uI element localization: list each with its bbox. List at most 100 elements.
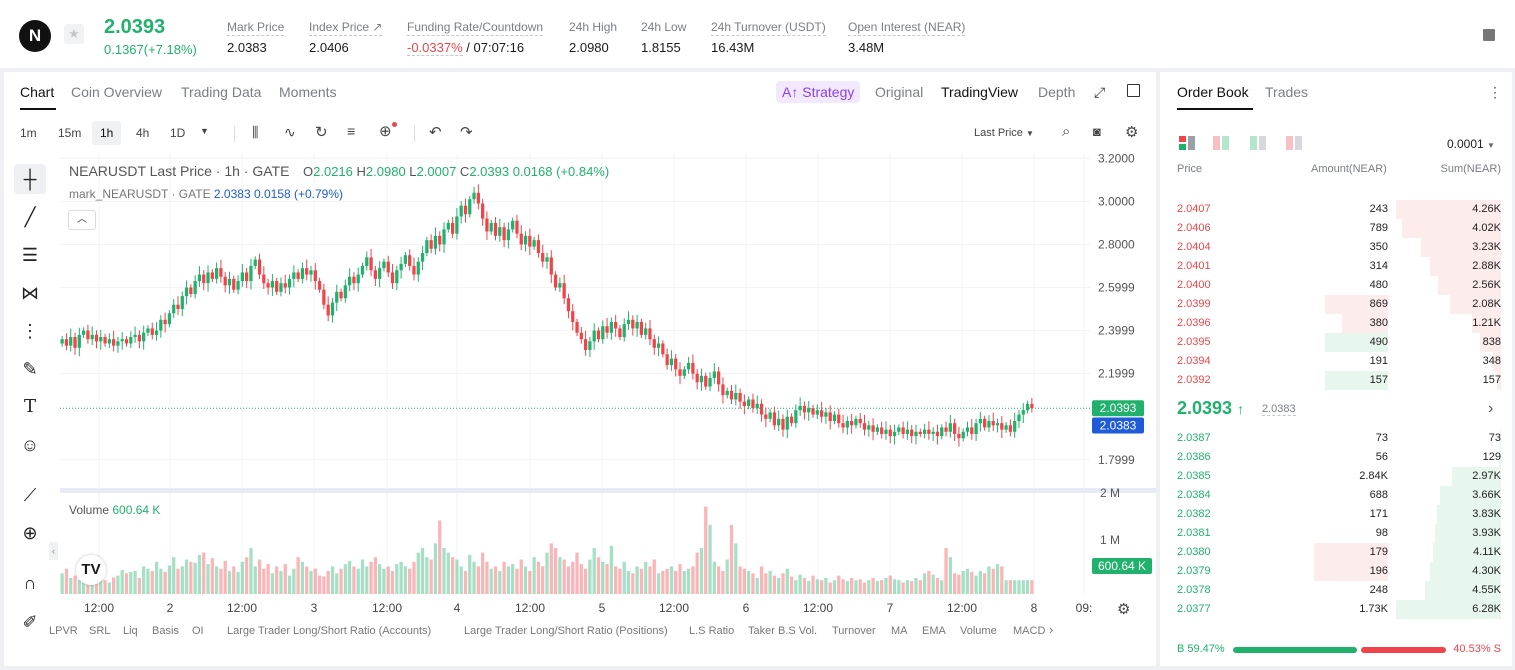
- fib-icon[interactable]: ☰: [21, 245, 39, 265]
- gear-icon[interactable]: ⚙: [1125, 124, 1139, 141]
- ask-row[interactable]: 2.0400 480 2.56K: [1160, 276, 1512, 295]
- redo-icon[interactable]: ↷: [460, 124, 473, 141]
- x-tick-label: 6: [743, 601, 750, 615]
- zoom-icon[interactable]: ⊕: [22, 523, 38, 543]
- add-alert-icon[interactable]: ⊕: [379, 122, 397, 140]
- camera-icon[interactable]: ◙: [1093, 124, 1101, 139]
- tab-trading-data[interactable]: Trading Data: [181, 84, 262, 100]
- bid-row[interactable]: 2.0378 248 4.55K: [1160, 581, 1512, 600]
- more-indicators-icon[interactable]: ›: [1049, 622, 1054, 637]
- book-icon[interactable]: [1483, 29, 1495, 41]
- interval-dropdown-icon[interactable]: ▼: [200, 126, 209, 136]
- magnet-icon[interactable]: ∩: [23, 573, 37, 593]
- indicator-lpvr[interactable]: LPVR: [49, 625, 78, 637]
- tab-trades[interactable]: Trades: [1265, 84, 1309, 100]
- bid-row[interactable]: 2.0379 196 4.30K: [1160, 562, 1512, 581]
- ask-row[interactable]: 2.0406 789 4.02K: [1160, 219, 1512, 238]
- bid-row[interactable]: 2.0387 73 73: [1160, 429, 1512, 448]
- pattern-icon[interactable]: ⋈: [21, 283, 39, 303]
- price-chart[interactable]: 3.2000 3.0000 2.8000 2.5999 2.3999 2.1999 1.79…: [4, 72, 1156, 666]
- ask-row[interactable]: 2.0407 243 4.26K: [1160, 200, 1512, 219]
- indicator-lt-positions[interactable]: Large Trader Long/Short Ratio (Positions…: [464, 625, 668, 637]
- replay-icon[interactable]: ↻: [315, 124, 328, 141]
- chart-settings-icon[interactable]: ⚙: [1117, 601, 1131, 618]
- indicator-basis[interactable]: Basis: [152, 625, 179, 637]
- indicator-oi[interactable]: OI: [192, 625, 204, 637]
- more-menu-icon[interactable]: ⋮: [1488, 84, 1502, 100]
- strategy-button[interactable]: A↑ Strategy: [776, 81, 861, 103]
- volume-bar: [978, 571, 982, 594]
- view-both-icon[interactable]: [1179, 136, 1195, 150]
- indicator-ls-ratio[interactable]: L.S Ratio: [689, 625, 735, 637]
- bid-row[interactable]: 2.0380 179 4.11K: [1160, 543, 1512, 562]
- candle-body: [275, 281, 279, 292]
- interval-1d[interactable]: 1D: [170, 126, 186, 140]
- indicator-ema[interactable]: EMA: [922, 625, 946, 637]
- emoji-icon[interactable]: ☺: [20, 435, 40, 455]
- candle-body: [922, 429, 927, 434]
- search-icon[interactable]: ⌕: [1062, 123, 1071, 140]
- tab-moments[interactable]: Moments: [279, 84, 337, 100]
- crosshair-icon[interactable]: ┼: [14, 164, 46, 194]
- indicator-macd[interactable]: MACD: [1013, 625, 1045, 637]
- chevron-right-icon[interactable]: ›: [1488, 400, 1494, 417]
- view-depth[interactable]: Depth: [1038, 84, 1076, 100]
- volume-bar: [442, 548, 446, 594]
- brush-icon[interactable]: ✎: [22, 359, 38, 379]
- ask-row[interactable]: 2.0404 350 3.23K: [1160, 238, 1512, 257]
- ask-row[interactable]: 2.0399 869 2.08K: [1160, 295, 1512, 314]
- window-icon[interactable]: [1127, 84, 1140, 97]
- candle-type-icon[interactable]: ⫼: [252, 124, 259, 140]
- view-original[interactable]: Original: [875, 84, 924, 100]
- indicator-turnover[interactable]: Turnover: [832, 625, 876, 637]
- indicator-liq[interactable]: Liq: [123, 625, 138, 637]
- indicator-taker-vol[interactable]: Taker B.S Vol.: [748, 625, 818, 637]
- pencil-icon[interactable]: ✐: [22, 612, 38, 632]
- bid-row[interactable]: 2.0384 688 3.66K: [1160, 486, 1512, 505]
- ask-row[interactable]: 2.0401 314 2.88K: [1160, 257, 1512, 276]
- ask-row[interactable]: 2.0396 380 1.21K: [1160, 314, 1512, 333]
- bid-row[interactable]: 2.0386 56 129: [1160, 448, 1512, 467]
- interval-4h[interactable]: 4h: [136, 126, 150, 140]
- interval-1m[interactable]: 1m: [20, 126, 37, 140]
- tab-order-book[interactable]: Order Book: [1177, 84, 1249, 100]
- bid-row[interactable]: 2.0377 1.73K 6.28K: [1160, 600, 1512, 619]
- interval-15m[interactable]: 15m: [58, 126, 82, 140]
- interval-1h[interactable]: 1h: [92, 121, 122, 145]
- ask-row[interactable]: 2.0395 490 838: [1160, 333, 1512, 352]
- indicators-icon[interactable]: ∿: [284, 124, 296, 140]
- undo-icon[interactable]: ↶: [429, 124, 442, 141]
- text-icon[interactable]: T: [23, 396, 36, 417]
- view-asks-icon[interactable]: [1286, 136, 1302, 150]
- ask-row[interactable]: 2.0394 191 348: [1160, 352, 1512, 371]
- view-bids-asks-icon[interactable]: [1213, 136, 1229, 150]
- tab-coin-overview[interactable]: Coin Overview: [71, 84, 163, 100]
- amount-bar: [1325, 295, 1388, 314]
- indicator-ma[interactable]: MA: [891, 625, 908, 637]
- indicator-volume[interactable]: Volume: [960, 625, 997, 637]
- indicator-lt-accounts[interactable]: Large Trader Long/Short Ratio (Accounts): [227, 625, 432, 637]
- volume-bar: [905, 580, 910, 594]
- ruler-icon[interactable]: ⟋: [23, 485, 37, 505]
- bid-row[interactable]: 2.0382 171 3.83K: [1160, 505, 1512, 524]
- volume-bar: [747, 571, 751, 594]
- bid-row[interactable]: 2.0381 98 3.93K: [1160, 524, 1512, 543]
- ask-row[interactable]: 2.0392 157 157: [1160, 371, 1512, 390]
- collapse-legend-button[interactable]: ︿: [68, 210, 96, 230]
- favorite-star-icon[interactable]: ★: [64, 24, 84, 44]
- candle-body: [309, 270, 313, 275]
- trendline-icon[interactable]: ╱: [24, 207, 36, 227]
- collapse-sidebar-icon[interactable]: ‹: [49, 542, 58, 560]
- bid-row[interactable]: 2.0385 2.84K 2.97K: [1160, 467, 1512, 486]
- template-icon[interactable]: ≡: [347, 123, 356, 139]
- precision-select[interactable]: 0.0001 ▼: [1447, 137, 1495, 151]
- tab-chart[interactable]: Chart: [20, 84, 55, 100]
- view-bids-icon[interactable]: [1250, 136, 1266, 150]
- projection-icon[interactable]: ⋮: [21, 321, 39, 341]
- expand-icon[interactable]: ⤢: [1094, 84, 1106, 100]
- volume-bar: [275, 566, 279, 594]
- price-type-select[interactable]: Last Price ▼: [974, 127, 1034, 139]
- view-tradingview[interactable]: TradingView: [941, 84, 1019, 100]
- index-price-stat[interactable]: Index Price ↗ 2.0406: [309, 20, 383, 55]
- indicator-srl[interactable]: SRL: [89, 625, 111, 637]
